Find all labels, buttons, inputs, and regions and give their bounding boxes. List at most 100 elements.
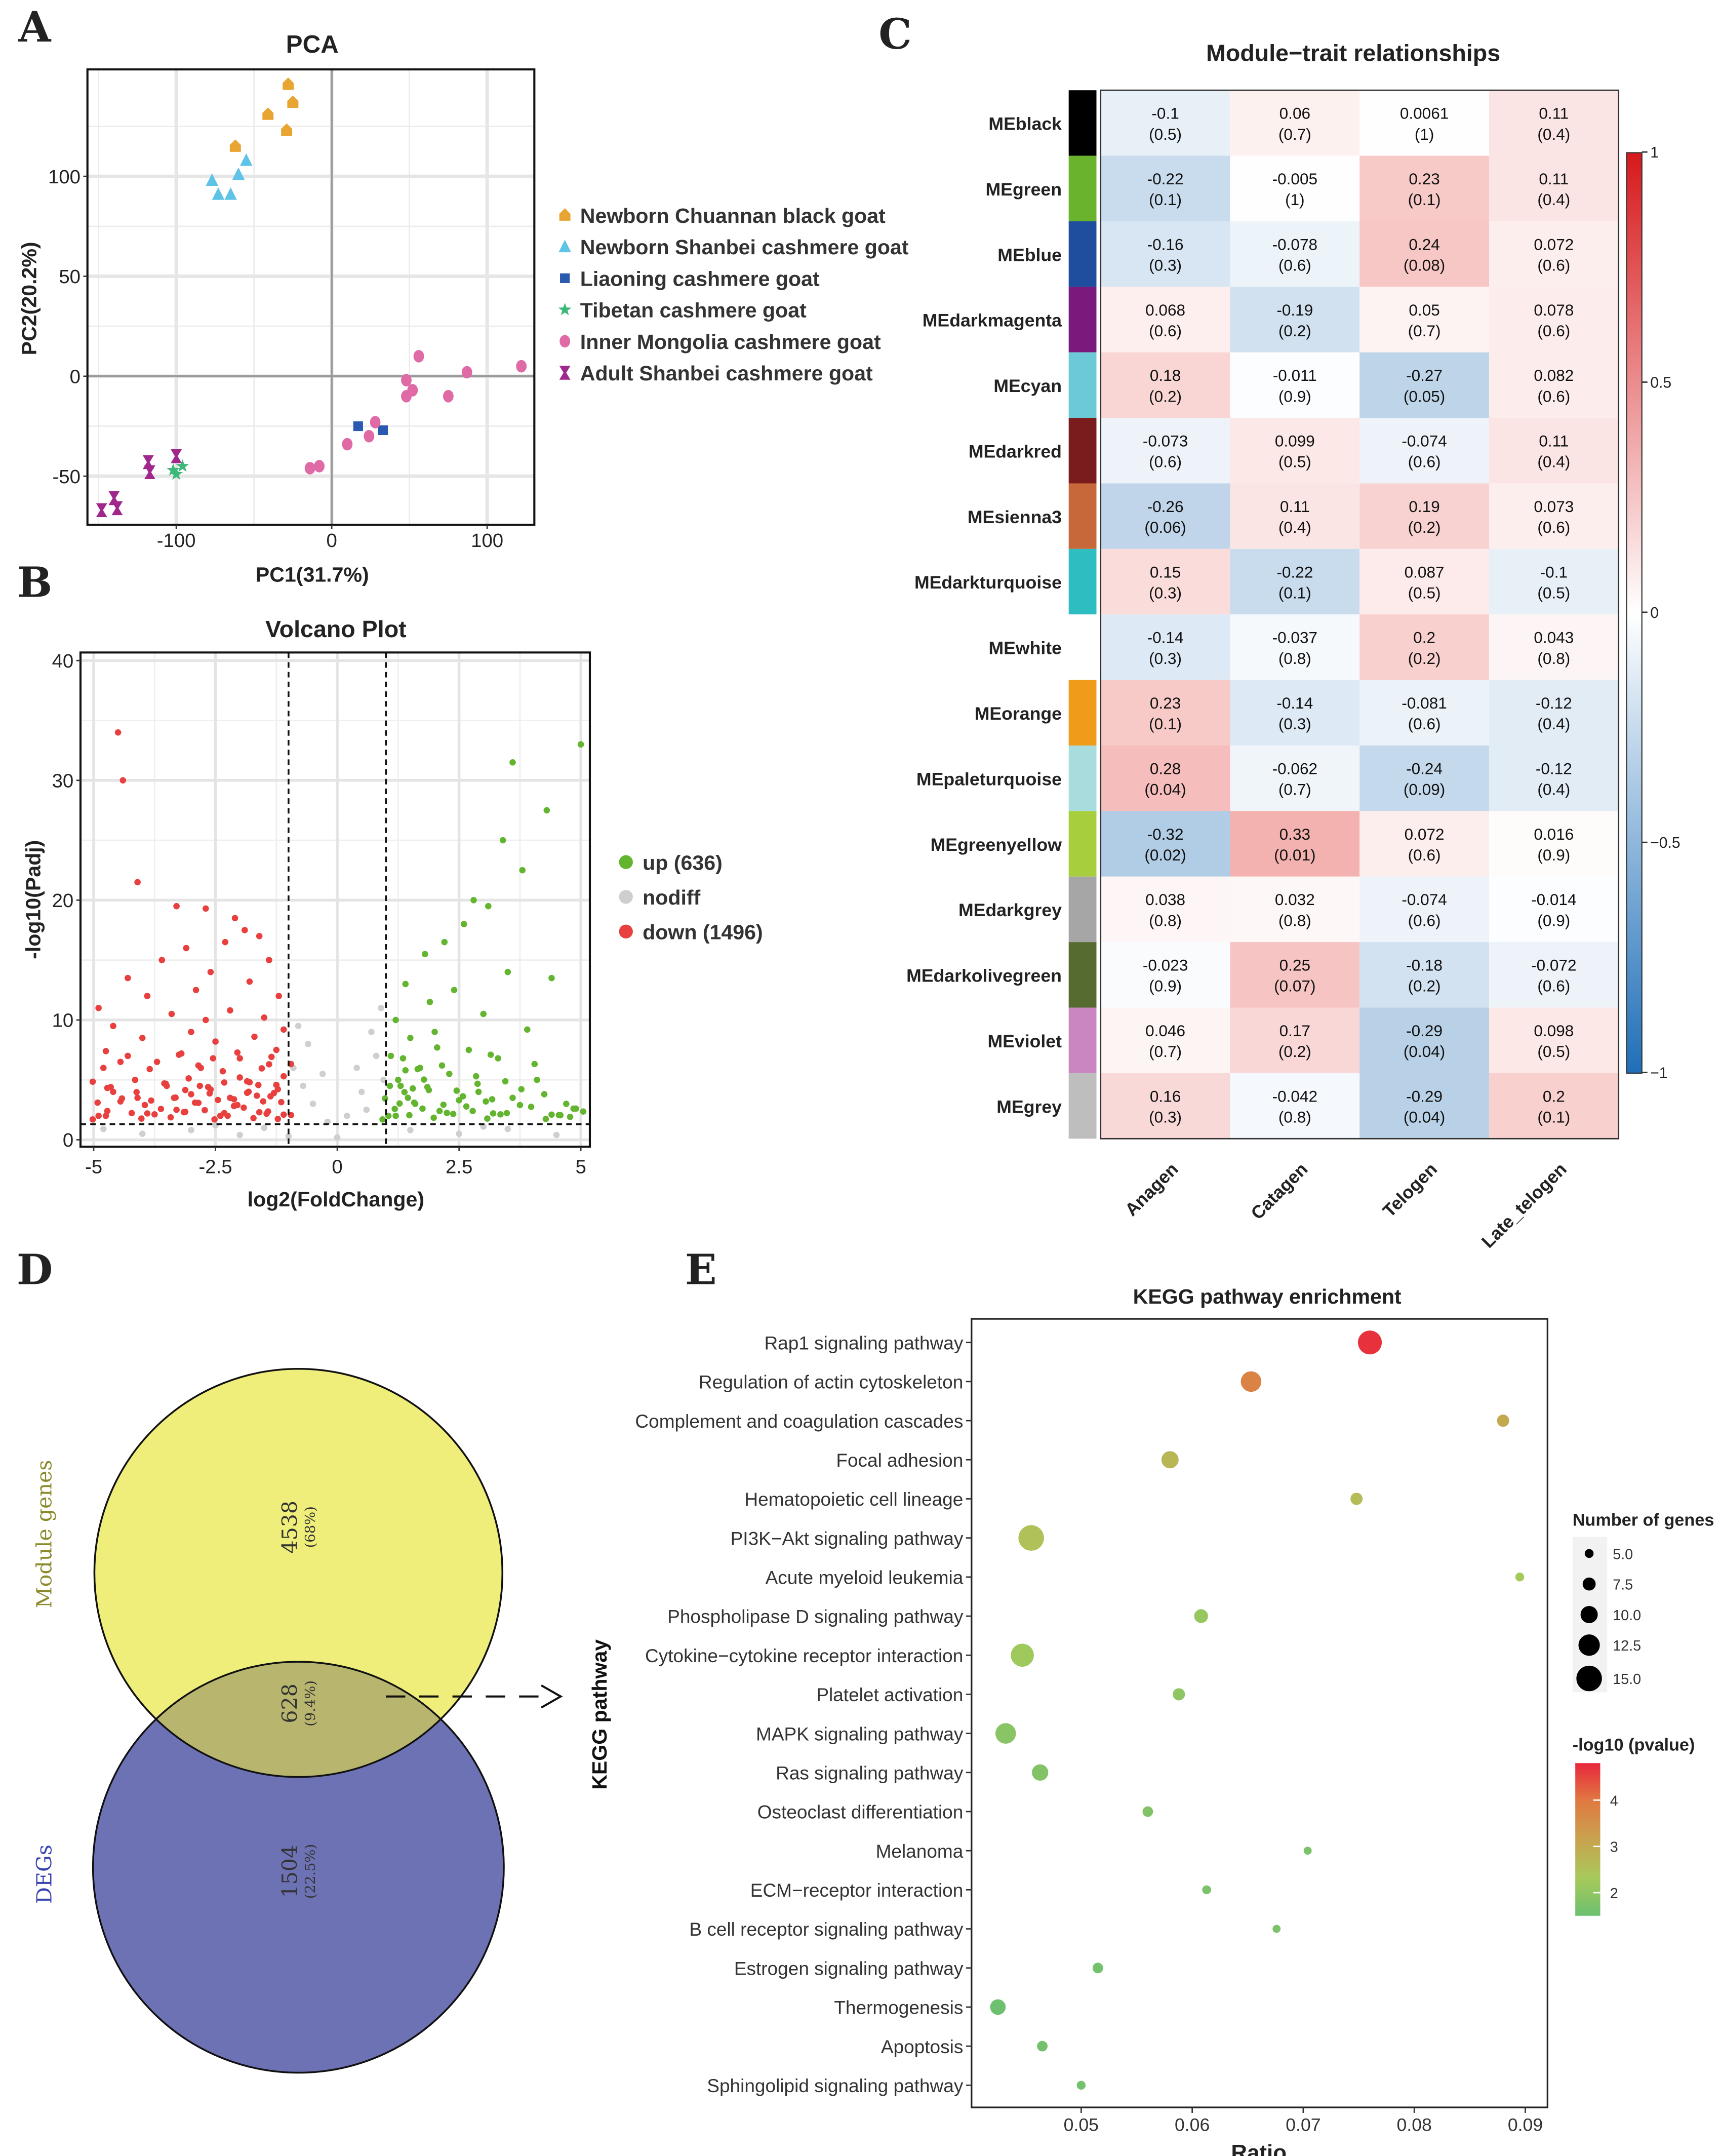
volcano-point	[146, 1066, 153, 1073]
volcano-point	[280, 1073, 287, 1080]
correlation-value: -0.074	[1402, 432, 1447, 450]
volcano-point	[524, 1026, 531, 1033]
degs-label: DEGs	[32, 1845, 56, 1904]
heatmap-cell	[1100, 483, 1230, 549]
volcano-point	[273, 1046, 280, 1053]
venn-diagram: 4538 (68%) 628 (9.4%) 1504 (22.5%) Module gene…	[32, 1367, 563, 2074]
heatmap-cell	[1489, 221, 1619, 287]
heatmap-cell	[1489, 1007, 1619, 1073]
heatmap-cell	[1489, 745, 1619, 811]
p-value: (0.08)	[1404, 256, 1445, 275]
volcano-point	[236, 1055, 243, 1062]
correlation-value: 0.032	[1275, 890, 1315, 909]
heatmap-row: MEdarkred -0.073 (0.6) 0.099 (0.5) -0.074 (0.6…	[969, 418, 1619, 484]
volcano-point	[168, 1010, 175, 1017]
volcano-point	[132, 1076, 139, 1083]
pathway-label: Phospholipase D signaling pathway	[667, 1606, 964, 1627]
volcano-point	[401, 1089, 408, 1095]
volcano-x-tick-label: -2.5	[199, 1156, 232, 1178]
volcano-point	[424, 1084, 431, 1090]
volcano-point	[266, 1061, 272, 1068]
volcano-point	[244, 1089, 251, 1096]
volcano-point	[183, 945, 190, 952]
volcano-point	[266, 957, 272, 963]
module-label: MEdarkred	[969, 441, 1062, 461]
p-value: (0.04)	[1144, 780, 1186, 799]
p-value: (0.5)	[1537, 583, 1570, 602]
heatmap-cell	[1100, 1073, 1230, 1139]
module-color-swatch	[1068, 287, 1097, 352]
heatmap-cell	[1359, 811, 1489, 877]
pathway-label: Melanoma	[876, 1841, 964, 1862]
volcano-point	[465, 1046, 472, 1053]
pca-point	[111, 501, 123, 516]
degs-only-count: 1504	[278, 1845, 302, 1898]
volcano-point	[138, 1115, 145, 1122]
trait-label: Telogen	[1379, 1159, 1441, 1221]
correlation-value: -0.023	[1143, 956, 1188, 974]
volcano-point	[509, 759, 516, 766]
kegg-bubble	[1032, 1764, 1049, 1781]
volcano-point	[224, 1112, 231, 1119]
volcano-point	[504, 968, 511, 975]
p-value: (0.6)	[1408, 846, 1441, 864]
p-value: (0.04)	[1404, 1108, 1445, 1126]
volcano-point	[436, 1108, 443, 1115]
venn-outline	[93, 1367, 504, 1778]
volcano-point	[542, 1116, 549, 1122]
volcano-point	[534, 1076, 540, 1083]
volcano-point	[487, 1051, 494, 1058]
volcano-point	[421, 951, 428, 958]
module-color-swatch	[1068, 90, 1097, 156]
size-legend-label: 7.5	[1613, 1577, 1633, 1593]
pathway-label: Thermogenesis	[834, 1997, 963, 2018]
kegg-bubble	[1303, 1847, 1312, 1855]
volcano-point	[211, 1116, 218, 1123]
volcano-point	[278, 1099, 285, 1106]
p-value: (0.8)	[1278, 649, 1311, 668]
volcano-point	[456, 1097, 462, 1104]
p-value: (0.02)	[1144, 846, 1186, 864]
heatmap-row: MEblue -0.16 (0.3) -0.078 (0.6) 0.24 (0.08) 0.0…	[997, 221, 1619, 287]
pca-title: PCA	[286, 30, 339, 58]
pathway-label: Ras signaling pathway	[776, 1762, 964, 1783]
correlation-value: -0.22	[1147, 170, 1184, 188]
pca-y-tick-label: -50	[53, 466, 81, 488]
pca-point	[370, 416, 381, 428]
volcano-point	[227, 1094, 233, 1101]
correlation-value: -0.27	[1406, 366, 1443, 384]
volcano-point	[353, 1065, 360, 1071]
volcano-point	[519, 867, 526, 874]
pca-legend-marker	[558, 302, 572, 316]
volcano-point	[133, 1089, 140, 1095]
kegg-bubble	[1202, 1885, 1211, 1895]
correlation-value: 0.087	[1405, 563, 1445, 581]
color-legend-bar	[1575, 1763, 1600, 1916]
module-label: MEgreenyellow	[931, 835, 1062, 855]
module-color-swatch	[1068, 155, 1097, 221]
pca-series	[206, 153, 253, 200]
p-value: (0.2)	[1408, 977, 1441, 995]
p-value: (0.2)	[1278, 1042, 1311, 1061]
kegg-x-tick-label: 0.06	[1175, 2115, 1210, 2135]
heatmap-row: MEorange 0.23 (0.1) -0.14 (0.3) -0.081 (0.6) -0…	[975, 680, 1619, 746]
volcano-point	[268, 1053, 275, 1061]
volcano-legend-dot	[619, 855, 633, 869]
p-value: (1)	[1415, 125, 1434, 143]
volcano-point	[250, 1115, 257, 1122]
heatmap-row: MEwhite -0.14 (0.3) -0.037 (0.8) 0.2 (0.2) 0.04…	[988, 614, 1619, 680]
volcano-point	[379, 1116, 386, 1123]
volcano-point	[373, 1052, 380, 1060]
volcano-point	[125, 974, 131, 982]
pathway-label: Rap1 signaling pathway	[764, 1332, 963, 1353]
colorbar-tick-label: 0	[1650, 605, 1659, 621]
pathway-label: Cytokine−cytokine receptor interaction	[645, 1645, 963, 1666]
volcano-point	[256, 1109, 263, 1116]
p-value: (0.3)	[1149, 256, 1182, 275]
volcano-point	[182, 1087, 189, 1093]
volcano-y-tick-label: 0	[63, 1129, 73, 1151]
volcano-title: Volcano Plot	[265, 616, 407, 642]
volcano-point	[417, 1065, 423, 1071]
pca-point	[342, 438, 353, 451]
pca-y-tick-label: 0	[70, 366, 81, 388]
